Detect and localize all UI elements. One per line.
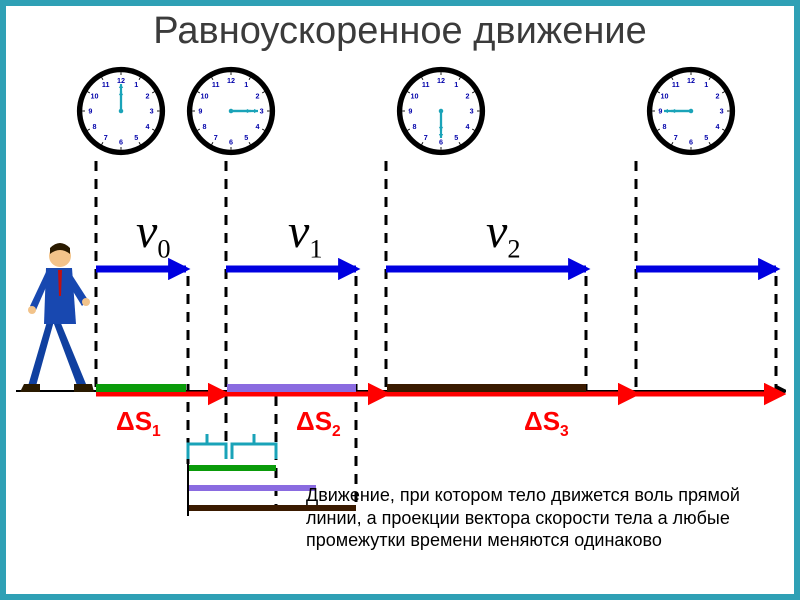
svg-text:10: 10 [660,91,668,100]
svg-text:11: 11 [212,80,220,89]
svg-text:6: 6 [119,137,123,146]
svg-text:3: 3 [470,107,474,116]
displacement-label-0: ΔS1 [116,406,161,441]
svg-text:2: 2 [716,91,720,100]
walker-icon [20,243,94,392]
svg-text:7: 7 [424,133,428,142]
svg-text:2: 2 [466,91,470,100]
svg-text:4: 4 [256,122,260,131]
svg-text:12: 12 [687,76,695,85]
svg-text:1: 1 [454,80,458,89]
velocity-label-0: v0 [136,204,171,265]
svg-text:12: 12 [117,76,125,85]
displacement-label-1: ΔS2 [296,406,341,441]
svg-text:5: 5 [454,133,458,142]
svg-text:3: 3 [720,107,724,116]
svg-text:4: 4 [466,122,470,131]
clock-3: 123456789101112 [646,66,736,156]
svg-text:4: 4 [716,122,720,131]
svg-text:1: 1 [244,80,248,89]
svg-text:4: 4 [146,122,150,131]
svg-text:10: 10 [200,91,208,100]
clock-1: 123456789101112 [186,66,276,156]
svg-text:12: 12 [437,76,445,85]
svg-text:5: 5 [134,133,138,142]
velocity-label-1: v1 [288,204,323,265]
svg-text:9: 9 [198,107,202,116]
svg-text:9: 9 [658,107,662,116]
svg-text:1: 1 [134,80,138,89]
svg-text:11: 11 [102,80,110,89]
svg-text:3: 3 [150,107,154,116]
svg-text:5: 5 [704,133,708,142]
description-text: Движение, при котором тело движется воль… [306,484,756,552]
displacement-label-2: ΔS3 [524,406,569,441]
svg-text:7: 7 [674,133,678,142]
diagram-area: 1234567891011121234567891011121234567891… [16,66,786,586]
clock-2: 123456789101112 [396,66,486,156]
svg-text:5: 5 [244,133,248,142]
svg-text:6: 6 [689,137,693,146]
slide: Равноускоренное движение 123456789101112… [0,0,800,600]
velocity-label-2: v2 [486,204,521,265]
svg-text:6: 6 [229,137,233,146]
svg-text:3: 3 [260,107,264,116]
svg-text:9: 9 [88,107,92,116]
clock-0: 123456789101112 [76,66,166,156]
svg-text:12: 12 [227,76,235,85]
svg-text:1: 1 [704,80,708,89]
page-title: Равноускоренное движение [6,10,794,53]
svg-text:8: 8 [662,122,666,131]
svg-text:8: 8 [92,122,96,131]
svg-text:8: 8 [202,122,206,131]
svg-text:7: 7 [214,133,218,142]
svg-text:6: 6 [439,137,443,146]
svg-text:2: 2 [256,91,260,100]
svg-text:11: 11 [672,80,680,89]
svg-text:7: 7 [104,133,108,142]
svg-text:9: 9 [408,107,412,116]
svg-text:11: 11 [422,80,430,89]
svg-text:10: 10 [90,91,98,100]
svg-text:8: 8 [412,122,416,131]
svg-text:10: 10 [410,91,418,100]
svg-text:2: 2 [146,91,150,100]
